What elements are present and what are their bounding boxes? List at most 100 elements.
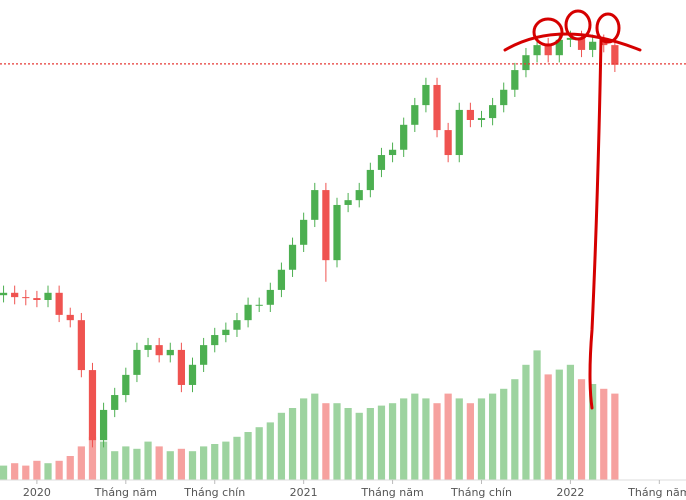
candle-body <box>266 289 274 305</box>
candle-body <box>488 105 497 119</box>
volume-bar <box>255 427 263 480</box>
volume-bar <box>411 393 419 480</box>
volume-bar <box>288 408 297 480</box>
volume-bar <box>511 379 519 480</box>
volume-bar <box>155 446 163 480</box>
candle-body <box>411 105 419 125</box>
volume-bar <box>344 408 352 480</box>
volume-bar <box>433 403 441 480</box>
volume-bar <box>44 463 52 480</box>
volume-bar <box>0 465 8 480</box>
candle-body <box>611 45 619 65</box>
volume-bar <box>222 441 230 480</box>
candle-body <box>122 374 130 396</box>
volume-bar <box>400 398 408 480</box>
volume-bar <box>99 441 108 480</box>
candle-body <box>233 320 241 330</box>
x-tick-label: Tháng năm <box>94 486 157 499</box>
volume-bar <box>444 393 452 480</box>
volume-bar <box>11 463 19 480</box>
x-tick-label: 2021 <box>290 486 318 499</box>
x-tick-label: Tháng năm <box>360 486 423 499</box>
volume-bar <box>589 384 597 480</box>
candle-body <box>388 149 397 156</box>
volume-bar <box>477 398 486 480</box>
annotation-arc <box>503 32 642 52</box>
volume-bar <box>422 398 430 480</box>
candle-body <box>66 314 74 321</box>
candle-body <box>555 39 563 56</box>
volume-bar <box>144 441 152 480</box>
candle-body <box>566 37 575 40</box>
candle-body <box>300 219 308 245</box>
candle-body <box>255 304 263 306</box>
volume-bar <box>122 446 130 480</box>
volume-bar <box>322 403 330 480</box>
volume-bar <box>177 448 186 480</box>
candle-body <box>277 269 286 290</box>
volume-bar <box>388 403 397 480</box>
x-tick-label: Tháng chín <box>450 486 512 499</box>
volume-bar <box>355 412 363 480</box>
candle-body <box>355 190 363 201</box>
annotation-circle <box>532 17 564 47</box>
volume-bar <box>311 393 319 480</box>
volume-bar <box>200 446 208 480</box>
candle-body <box>288 244 297 270</box>
volume-bar <box>466 403 474 480</box>
candle-body <box>444 130 452 156</box>
candle-body <box>344 200 352 205</box>
candle-body <box>11 292 19 298</box>
volume-bar <box>366 408 374 480</box>
volume-bar <box>166 451 174 480</box>
annotation-line <box>588 38 603 410</box>
volume-bar <box>33 460 41 480</box>
candle-body <box>377 155 386 170</box>
x-tick-label: Tháng chín <box>183 486 245 499</box>
volume-bar <box>544 374 552 480</box>
candle-body <box>577 37 586 50</box>
x-tick-label: 2022 <box>556 486 584 499</box>
volume-bar <box>566 364 575 480</box>
volume-bar <box>233 436 241 480</box>
candle-body <box>433 84 441 131</box>
volume-bar <box>488 393 497 480</box>
candle-body <box>77 320 85 371</box>
volume-bar <box>333 403 341 480</box>
volume-bar <box>133 448 141 480</box>
candle-body <box>322 190 330 261</box>
candle-body <box>522 55 530 71</box>
volume-bar <box>88 436 97 480</box>
volume-bar <box>66 456 74 480</box>
candle-body <box>500 89 508 106</box>
candle-body <box>511 70 519 90</box>
annotation-circle <box>595 12 621 44</box>
candle-body <box>333 204 341 261</box>
candle-body <box>466 109 474 120</box>
volume-bar <box>300 398 308 480</box>
volume-bar <box>611 393 619 480</box>
candle-body <box>544 45 552 56</box>
volume-bar <box>533 350 541 480</box>
candle-body <box>244 304 252 321</box>
candle-body <box>55 292 63 315</box>
candle-body <box>144 345 152 350</box>
candle-body <box>600 41 608 46</box>
candle-body <box>44 292 52 300</box>
candle-body <box>311 190 319 220</box>
candle-body <box>155 345 163 356</box>
candle-body <box>22 297 30 299</box>
candle-body <box>188 364 197 385</box>
volume-bar <box>266 422 274 480</box>
volume-bar <box>555 369 563 480</box>
volume-bar <box>188 451 197 480</box>
volume-bar <box>522 364 530 480</box>
volume-bar <box>577 379 586 480</box>
volume-bar <box>377 405 386 480</box>
candle-body <box>111 395 119 410</box>
candle-body <box>33 298 41 300</box>
candle-body <box>222 329 230 336</box>
x-tick-label: 2020 <box>23 486 51 499</box>
candle-body <box>455 109 463 156</box>
volume-bar <box>22 465 30 480</box>
